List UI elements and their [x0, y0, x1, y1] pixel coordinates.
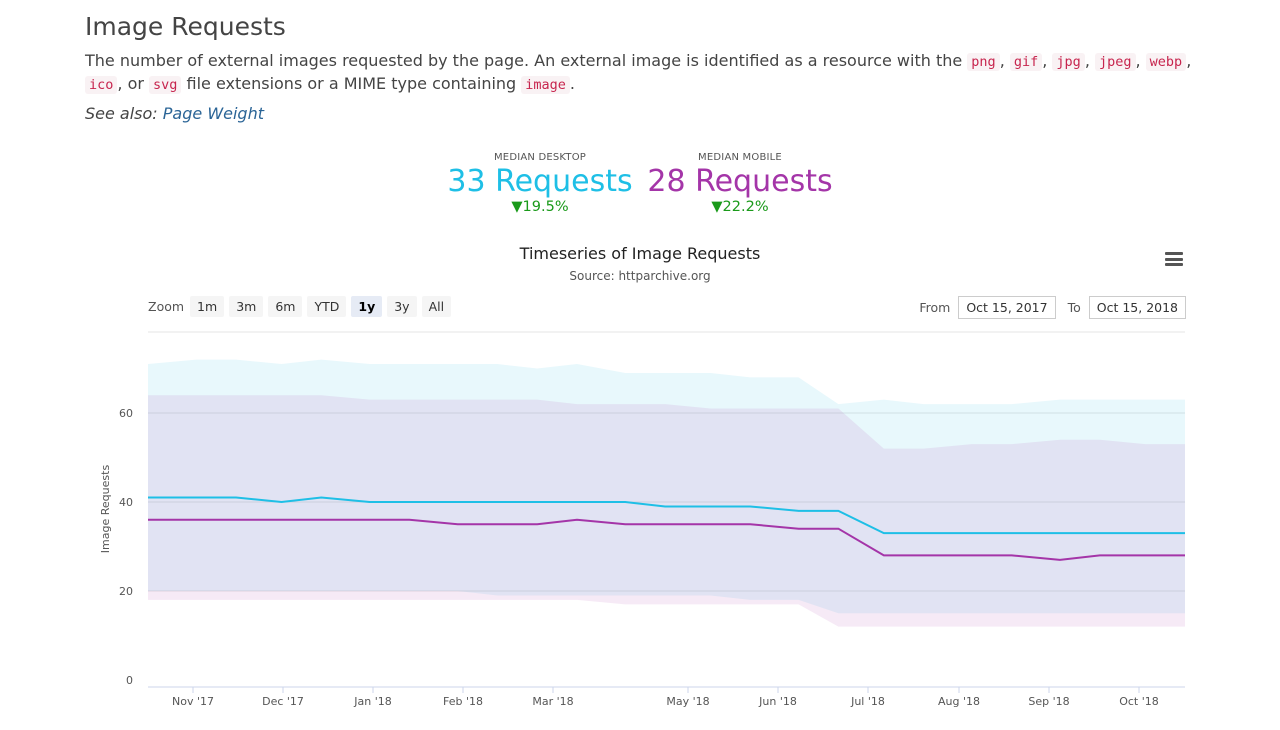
- median-desktop-label: MEDIAN DESKTOP: [493, 152, 587, 163]
- x-tick-label-9: Sep '18: [1028, 695, 1069, 708]
- zoom-6m-button[interactable]: 6m: [268, 296, 303, 317]
- zoom-3m-button[interactable]: 3m: [229, 296, 264, 317]
- zoom-all-button[interactable]: All: [421, 296, 452, 317]
- zoom-1m-button[interactable]: 1m: [190, 296, 225, 317]
- x-tick-label-3: Feb '18: [443, 695, 483, 708]
- y-tick-label-20: 20: [119, 585, 133, 598]
- see-also: See also: Page Weight: [85, 104, 264, 123]
- x-tick-label-7: Jul '18: [850, 695, 885, 708]
- chart-description: The number of external images requested …: [85, 51, 1192, 94]
- median-desktop-change: ▼19.5%: [511, 199, 569, 215]
- ext-jpeg: jpeg: [1094, 53, 1136, 71]
- x-tick-label-5: May '18: [666, 695, 709, 708]
- ext-ico: ico: [85, 76, 118, 94]
- zoom-1y-button[interactable]: 1y: [351, 296, 383, 317]
- zoom-3y-button[interactable]: 3y: [387, 296, 417, 317]
- series-line-mobile: [148, 518, 1185, 561]
- ext-png: png: [967, 53, 1000, 71]
- series-line-desktop: [148, 496, 1185, 535]
- y-axis-label: Image Requests: [99, 465, 112, 554]
- ext-svg: svg: [149, 76, 182, 94]
- ext-jpg: jpg: [1052, 53, 1085, 71]
- median-mobile-change: ▼22.2%: [711, 199, 769, 215]
- x-tick-label-0: Nov '17: [172, 695, 214, 708]
- x-tick-label-2: Jan '18: [353, 695, 391, 708]
- zoom-controls: Zoom 1m 3m 6m YTD 1y 3y All: [148, 296, 456, 317]
- hamburger-menu-icon[interactable]: [1165, 252, 1183, 266]
- page-title: Image Requests: [85, 12, 286, 41]
- zoom-label: Zoom: [148, 299, 185, 314]
- ext-webp: webp: [1145, 53, 1187, 71]
- from-date-input[interactable]: Oct 15, 2017: [958, 296, 1056, 319]
- band-mobile: [148, 395, 1185, 627]
- median-desktop-stat: MEDIAN DESKTOP 33 Requests ▼19.5%: [440, 152, 640, 215]
- x-tick-label-8: Aug '18: [938, 695, 980, 708]
- median-mobile-stat: MEDIAN MOBILE 28 Requests ▼22.2%: [640, 152, 840, 215]
- x-tick-label-10: Oct '18: [1119, 695, 1159, 708]
- zoom-ytd-button[interactable]: YTD: [307, 296, 347, 317]
- date-range: From Oct 15, 2017 To Oct 15, 2018: [919, 296, 1186, 319]
- page-weight-link[interactable]: Page Weight: [162, 104, 264, 123]
- y-tick-label-0: 0: [126, 674, 133, 687]
- description-text: The number of external images requested …: [85, 51, 968, 70]
- chart-title: Timeseries of Image Requests: [519, 244, 761, 263]
- to-label: To: [1067, 300, 1081, 315]
- x-tick-label-1: Dec '17: [262, 695, 304, 708]
- band-desktop: [148, 359, 1185, 614]
- median-mobile-value: 28 Requests: [647, 164, 833, 199]
- mime-image: image: [521, 76, 570, 94]
- ext-gif: gif: [1009, 53, 1043, 71]
- x-tick-label-4: Mar '18: [532, 695, 573, 708]
- x-tick-label-6: Jun '18: [758, 695, 797, 708]
- y-tick-label-40: 40: [119, 496, 133, 509]
- median-desktop-value: 33 Requests: [447, 164, 633, 199]
- chart-subtitle: Source: httparchive.org: [569, 269, 711, 283]
- to-date-input[interactable]: Oct 15, 2018: [1088, 296, 1186, 319]
- median-mobile-label: MEDIAN MOBILE: [698, 152, 782, 163]
- y-tick-label-60: 60: [119, 407, 133, 420]
- from-label: From: [919, 300, 951, 315]
